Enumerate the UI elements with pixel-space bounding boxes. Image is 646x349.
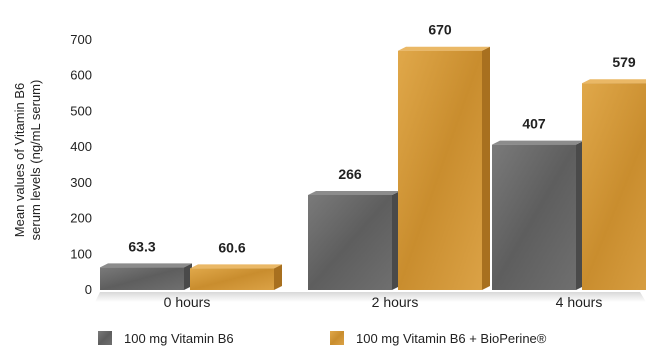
category-labels: 0 hours 2 hours 4 hours: [164, 294, 603, 310]
y-tick-label: 300: [70, 175, 92, 190]
chart-floor: [95, 292, 646, 302]
legend-label: 100 mg Vitamin B6: [124, 331, 234, 346]
bar-top: [582, 79, 646, 84]
y-tick-label: 700: [70, 32, 92, 47]
legend-label: 100 mg Vitamin B6 + BioPerine®: [356, 331, 547, 346]
y-tick-label: 0: [85, 282, 92, 297]
data-label: 60.6: [218, 239, 245, 255]
bar-top: [308, 191, 400, 195]
data-label: 407: [522, 116, 546, 132]
y-tick-label: 400: [70, 139, 92, 154]
bar-vitamin-b6-1: [308, 195, 392, 290]
y-tick-label: 500: [70, 103, 92, 118]
data-label: 266: [338, 166, 362, 182]
legend: 100 mg Vitamin B6 100 mg Vitamin B6 + Bio…: [98, 331, 547, 346]
category-label: 4 hours: [556, 294, 603, 310]
legend-swatch: [98, 331, 112, 345]
y-axis-title-line-2: serum levels (ng/mL serum): [28, 80, 43, 241]
bar-vitamin-b6-bioperine-1: [398, 50, 482, 290]
bar-top: [492, 140, 584, 145]
y-axis-ticks: 0 100 200 300 400 500 600 700: [70, 32, 92, 297]
y-axis-title-line-1: Mean values of Vitamin B6: [12, 83, 27, 237]
bar-side: [274, 264, 282, 290]
bar-vitamin-b6-0: [100, 267, 184, 290]
data-labels: 63.3 60.6 266 670 407 579: [128, 22, 636, 256]
legend-swatch: [330, 331, 344, 345]
category-label: 0 hours: [164, 294, 211, 310]
data-label: 63.3: [128, 238, 155, 254]
category-label: 2 hours: [372, 294, 419, 310]
y-tick-label: 100: [70, 246, 92, 261]
bar-top: [398, 46, 490, 51]
bar-vitamin-b6-2: [492, 144, 576, 290]
y-axis-title: Mean values of Vitamin B6 serum levels (…: [12, 80, 43, 241]
y-tick-label: 200: [70, 211, 92, 226]
y-tick-label: 600: [70, 68, 92, 83]
data-label: 670: [428, 22, 452, 38]
data-label: 579: [612, 54, 636, 70]
bars: [100, 46, 646, 290]
bar-vitamin-b6-bioperine-2: [582, 83, 646, 290]
bar-top: [100, 263, 192, 268]
bar-side: [482, 46, 490, 290]
bar-vitamin-b6-bioperine-0: [190, 268, 274, 290]
bar-top: [190, 264, 282, 269]
